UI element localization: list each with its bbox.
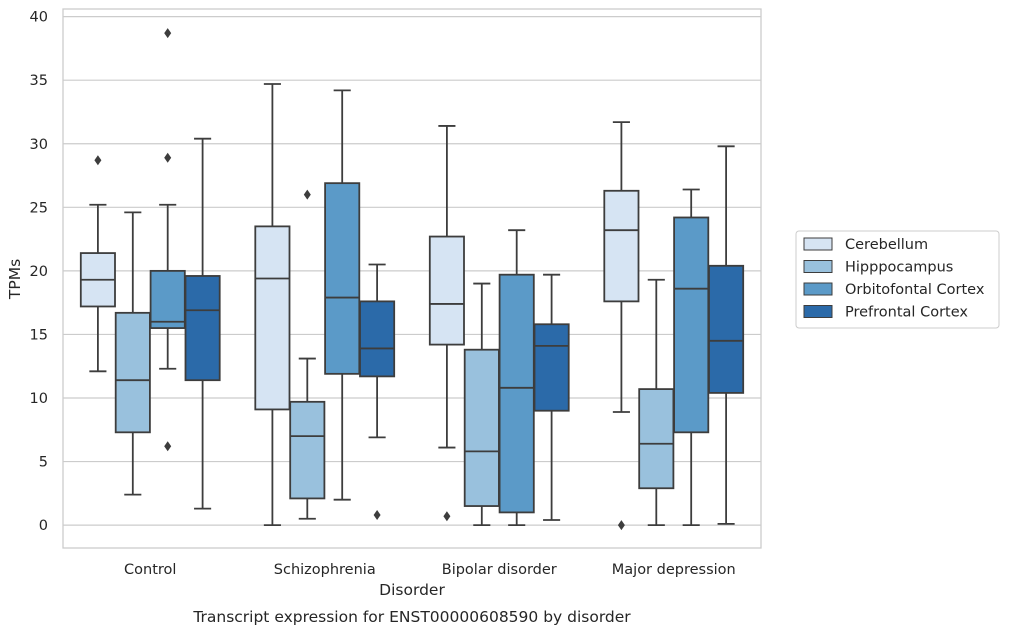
y-axis-label: TPMs — [6, 259, 24, 300]
iqr-box — [708, 264, 745, 394]
iqr-box — [673, 216, 710, 434]
legend-swatch — [803, 282, 833, 296]
y-tick-label: 15 — [30, 327, 48, 343]
iqr-box — [114, 311, 151, 434]
x-axis-label: Disorder — [379, 581, 445, 599]
outlier-point — [373, 509, 381, 520]
outlier-point — [303, 189, 311, 200]
y-tick-label: 10 — [30, 391, 48, 407]
iqr-box — [289, 400, 326, 500]
box-cerebellum — [79, 155, 116, 373]
y-tick-label: 25 — [30, 200, 48, 216]
box-prefrontal-cortex — [533, 273, 570, 521]
legend-swatch — [803, 260, 833, 273]
iqr-box — [359, 300, 396, 378]
box-prefrontal-cortex — [359, 263, 396, 520]
box-cerebellum — [254, 83, 291, 527]
legend-label: Cerebellum — [845, 237, 928, 253]
y-tick-label: 5 — [39, 455, 48, 471]
iqr-box — [603, 189, 640, 303]
box-prefrontal-cortex — [184, 137, 221, 510]
x-tick-label: Major depression — [612, 562, 736, 578]
boxes — [79, 28, 745, 531]
iqr-box — [638, 388, 675, 490]
legend-swatch — [803, 305, 833, 318]
iqr-box — [533, 323, 570, 412]
iqr-box — [184, 275, 221, 382]
x-tick-labels: Control Schizophrenia Bipolar disorder Majo… — [124, 562, 736, 578]
outlier-point — [617, 520, 625, 531]
legend: Cerebellum Hipppocampus Orbitofontal Corte… — [795, 230, 1000, 329]
x-tick-label: Control — [124, 562, 176, 578]
legend-swatch — [803, 237, 833, 251]
x-tick-label: Schizophrenia — [274, 562, 376, 578]
iqr-box — [463, 348, 500, 507]
x-tick-label: Bipolar disorder — [442, 562, 557, 578]
outlier-point — [164, 152, 172, 163]
iqr-box — [254, 225, 291, 411]
box-hipppocampus — [638, 278, 675, 527]
legend-label: Orbitofontal Cortex — [845, 282, 985, 298]
legend-label: Prefrontal Cortex — [845, 305, 968, 321]
y-tick-labels: 0 5 10 15 20 25 30 35 40 — [30, 10, 48, 534]
box-cerebellum — [603, 121, 640, 531]
iqr-box — [428, 235, 465, 346]
outlier-point — [164, 28, 172, 39]
box-hipppocampus — [463, 282, 500, 527]
box-prefrontal-cortex — [708, 145, 745, 525]
y-tick-label: 20 — [30, 264, 48, 280]
iqr-box — [324, 182, 361, 375]
box-hipppocampus — [114, 211, 151, 496]
box-orbitofontal-cortex — [673, 188, 710, 527]
plot-frame — [62, 8, 762, 549]
box-cerebellum — [428, 125, 465, 522]
y-tick-label: 0 — [39, 518, 48, 534]
chart-caption: Transcript expression for ENST0000060859… — [192, 608, 631, 626]
outlier-point — [443, 511, 451, 522]
legend-label: Hipppocampus — [845, 260, 953, 276]
outlier-point — [94, 155, 102, 166]
y-tick-label: 40 — [30, 10, 48, 26]
y-tick-label: 35 — [30, 73, 48, 89]
box-hipppocampus — [289, 189, 326, 520]
box-orbitofontal-cortex — [498, 229, 535, 527]
y-tick-label: 30 — [30, 137, 48, 153]
iqr-box — [498, 273, 535, 514]
box-orbitofontal-cortex — [324, 89, 361, 501]
box-orbitofontal-cortex — [149, 28, 186, 452]
iqr-box — [149, 269, 186, 329]
outlier-point — [164, 441, 172, 452]
legend-frame — [795, 230, 1000, 329]
